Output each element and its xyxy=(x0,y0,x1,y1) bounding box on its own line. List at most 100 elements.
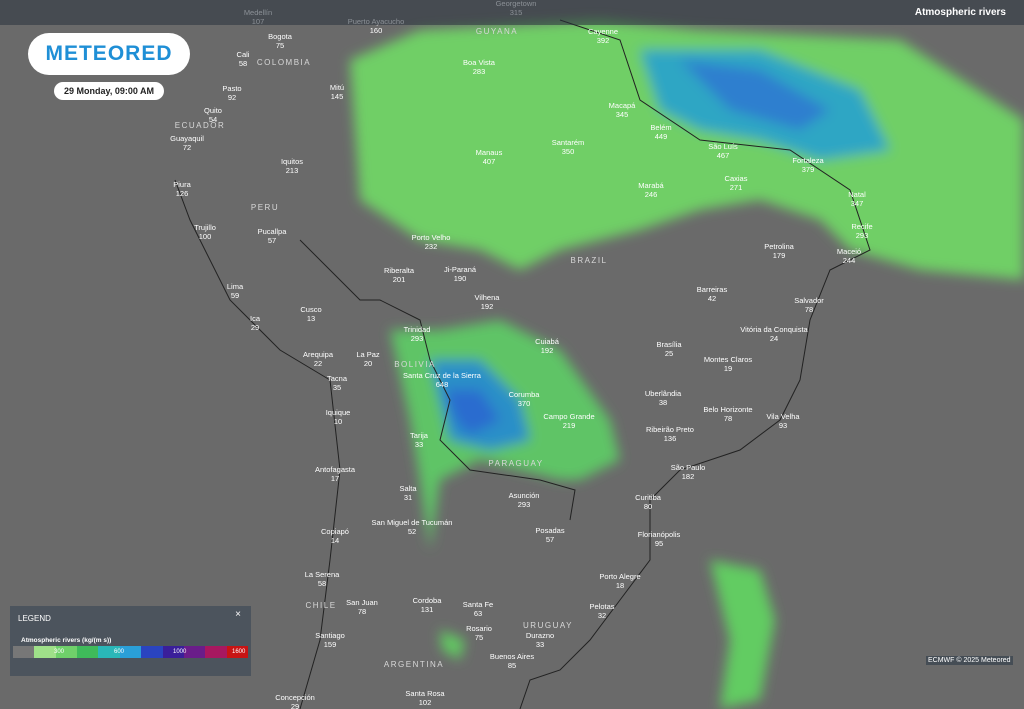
legend-tick: 600 xyxy=(114,649,125,655)
city-name: Santa Fe xyxy=(463,600,493,609)
city-name: Santa Rosa xyxy=(405,689,445,698)
city-value: 75 xyxy=(475,633,483,642)
city-value: 131 xyxy=(421,605,434,614)
city-name: Bogota xyxy=(268,32,293,41)
city-name: Concepción xyxy=(275,693,315,702)
city-value: 190 xyxy=(454,274,467,283)
city-name: Petrolina xyxy=(764,242,794,251)
city-name: Ribeirão Preto xyxy=(646,425,694,434)
city-value: 182 xyxy=(682,472,695,481)
city-value: 192 xyxy=(481,302,494,311)
logo[interactable]: METEORED xyxy=(28,33,190,75)
city-value: 347 xyxy=(851,199,864,208)
city-name: Pucallpa xyxy=(258,227,288,236)
city-value: 35 xyxy=(333,383,341,392)
city-name: Santa Cruz de la Sierra xyxy=(403,371,482,380)
date[interactable]: 29 Monday, 09:00 AM xyxy=(54,82,164,100)
city-name: Florianópolis xyxy=(638,530,681,539)
country-label: URUGUAY xyxy=(523,621,573,630)
city-value: 13 xyxy=(307,314,315,323)
city-value: 19 xyxy=(724,364,732,373)
city-name: Boa Vista xyxy=(463,58,496,67)
city-name: San Juan xyxy=(346,598,378,607)
country-label: BOLIVIA xyxy=(394,360,436,369)
city-name: Iquitos xyxy=(281,157,303,166)
city-name: Pelotas xyxy=(589,602,614,611)
city-value: 92 xyxy=(228,93,236,102)
city-name: Riberalta xyxy=(384,266,415,275)
layer-name[interactable]: Atmospheric rivers xyxy=(914,7,1006,18)
country-label: BRAZIL xyxy=(570,256,607,265)
city-value: 57 xyxy=(268,236,276,245)
city-value: 38 xyxy=(659,398,667,407)
city-value: 392 xyxy=(597,36,610,45)
city-value: 283 xyxy=(473,67,486,76)
city-value: 85 xyxy=(508,661,516,670)
city-name: Asunción xyxy=(509,491,540,500)
legend-subtitle: Atmospheric rivers (kg/(m s)) xyxy=(21,637,112,644)
city-name: Brasília xyxy=(656,340,682,349)
country-label: PERU xyxy=(251,203,279,212)
city-value: 78 xyxy=(358,607,366,616)
city-name: Porto Alegre xyxy=(599,572,640,581)
city-value: 31 xyxy=(404,493,412,502)
country-label: ARGENTINA xyxy=(384,660,444,669)
city-name: Vitória da Conquista xyxy=(740,325,808,334)
city-value: 370 xyxy=(518,399,531,408)
legend-tick: 1600 xyxy=(232,649,246,655)
city-value: 58 xyxy=(239,59,247,68)
close-button[interactable]: × xyxy=(235,609,241,620)
city-name: Santiago xyxy=(315,631,345,640)
city-value: 244 xyxy=(843,256,856,265)
city-name: Macapá xyxy=(609,101,637,110)
city-value: 20 xyxy=(364,359,372,368)
city-value: 213 xyxy=(286,166,299,175)
city-name: Campo Grande xyxy=(543,412,594,421)
city-name: Lima xyxy=(227,282,244,291)
city-name: Corumba xyxy=(509,390,541,399)
city-name: Vilhena xyxy=(475,293,501,302)
legend-tick: 300 xyxy=(54,649,65,655)
city-value: 467 xyxy=(717,151,730,160)
city-value: 246 xyxy=(645,190,658,199)
city-name: Curitiba xyxy=(635,493,662,502)
city-name: Cordoba xyxy=(413,596,443,605)
city-name: Recife xyxy=(851,222,872,231)
city-value: 648 xyxy=(436,380,449,389)
city-name: Manaus xyxy=(476,148,503,157)
city-name: Natal xyxy=(848,190,866,199)
legend-tick: 1000 xyxy=(173,649,187,655)
top-bar: Atmospheric rivers xyxy=(0,0,1024,25)
city-name: Durazno xyxy=(526,631,554,640)
city-value: 293 xyxy=(411,334,424,343)
city-value: 78 xyxy=(805,305,813,314)
country-label: PARAGUAY xyxy=(488,459,543,468)
city-name: La Paz xyxy=(356,350,380,359)
city-value: 350 xyxy=(562,147,575,156)
city-name: Pasto xyxy=(222,84,241,93)
city-value: 179 xyxy=(773,251,786,260)
credit: ECMWF © 2025 Meteored xyxy=(926,656,1013,665)
city-value: 449 xyxy=(655,132,668,141)
legend-title: LEGEND xyxy=(18,614,51,623)
city-name: Arequipa xyxy=(303,350,334,359)
city-value: 24 xyxy=(770,334,778,343)
city-value: 32 xyxy=(598,611,606,620)
city-value: 33 xyxy=(415,440,423,449)
city-name: Caxias xyxy=(725,174,748,183)
country-label: ECUADOR xyxy=(175,121,226,130)
city-value: 25 xyxy=(665,349,673,358)
city-value: 201 xyxy=(393,275,406,284)
city-value: 72 xyxy=(183,143,191,152)
city-value: 232 xyxy=(425,242,438,251)
city-value: 192 xyxy=(541,346,554,355)
city-value: 18 xyxy=(616,581,624,590)
city-value: 54 xyxy=(209,115,217,124)
city-name: Belo Horizonte xyxy=(703,405,752,414)
city-name: Cuiabá xyxy=(535,337,560,346)
city-name: Porto Velho xyxy=(412,233,451,242)
city-name: Iquique xyxy=(326,408,351,417)
city-value: 271 xyxy=(730,183,743,192)
city-value: 95 xyxy=(655,539,663,548)
city-value: 42 xyxy=(708,294,716,303)
